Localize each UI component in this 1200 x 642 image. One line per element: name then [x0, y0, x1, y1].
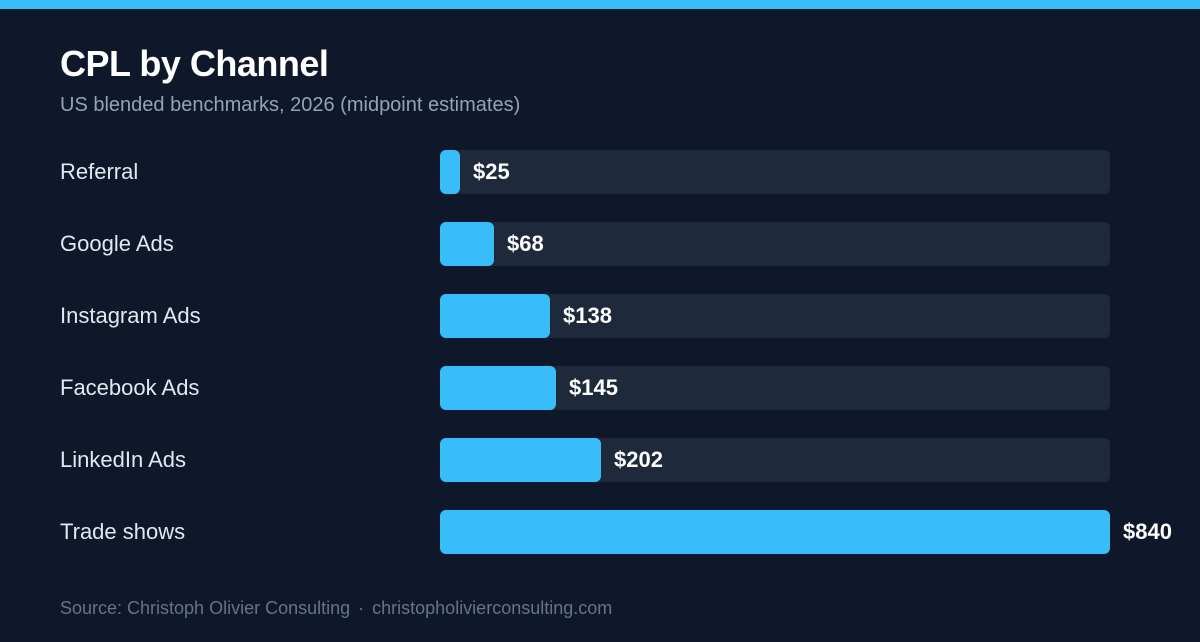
bar-value-label: $25 [473, 159, 510, 184]
bar-value-label: $68 [507, 231, 544, 256]
chart-subtitle: US blended benchmarks, 2026 (midpoint es… [60, 94, 521, 116]
source-url: christopholivierconsulting.com [372, 598, 613, 618]
bar-value-label: $840 [1123, 519, 1172, 544]
bar-label: Referral [60, 159, 139, 184]
bar [440, 366, 556, 410]
footer-separator: · [358, 598, 365, 618]
bar [440, 438, 601, 482]
top-accent-stripe [0, 0, 1200, 9]
bar-label: Google Ads [60, 231, 174, 256]
bar-value-label: $145 [569, 375, 618, 400]
bar-label: Instagram Ads [60, 303, 201, 328]
bar-label: Facebook Ads [60, 375, 200, 400]
chart-title: CPL by Channel [60, 43, 329, 84]
bar-track [440, 438, 1110, 482]
bar [440, 294, 550, 338]
bar-track [440, 222, 1110, 266]
bar-track [440, 294, 1110, 338]
bar [440, 510, 1110, 554]
bar-value-label: $202 [614, 447, 663, 472]
bar [440, 150, 460, 194]
bar [440, 222, 494, 266]
source-footer: Source: Christoph Olivier Consulting · chr… [60, 598, 612, 619]
bar-label: LinkedIn Ads [60, 447, 186, 472]
source-text: Source: Christoph Olivier Consulting [60, 598, 351, 618]
bar-label: Trade shows [60, 519, 186, 544]
bar-track [440, 510, 1110, 554]
bar-track [440, 366, 1110, 410]
bar-value-label: $138 [563, 303, 612, 328]
bar-track [440, 150, 1110, 194]
